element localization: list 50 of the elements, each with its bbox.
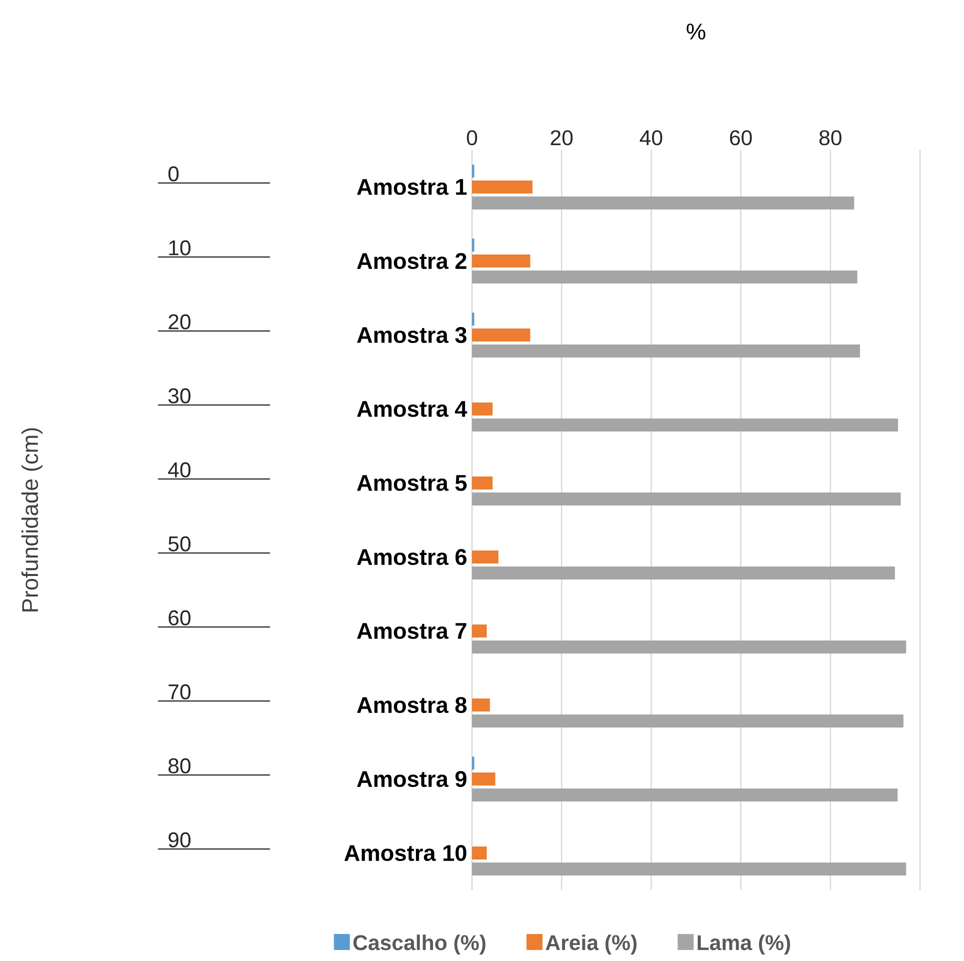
bar: [472, 788, 898, 802]
x-tick-label: 0: [466, 130, 478, 146]
bar: [472, 196, 854, 210]
text: 90: [168, 832, 190, 848]
legend-label: Cascalho (%): [353, 934, 486, 954]
legend-label: Lama (%): [698, 934, 790, 954]
x-tick-label: 40: [640, 130, 662, 146]
bar: [472, 846, 487, 860]
text: 30: [168, 388, 190, 404]
text: 0: [168, 166, 179, 182]
y-tick-label: Amostra 7: [357, 623, 466, 639]
bar: [472, 714, 904, 728]
bar: [472, 550, 498, 564]
y-tick-label: Amostra 6: [357, 548, 466, 566]
x-axis-title: %: [686, 24, 706, 40]
text: 40: [168, 462, 190, 478]
bar: [472, 862, 906, 876]
bar: [472, 698, 490, 712]
x-tick-label: 20: [550, 130, 573, 146]
y-tick-label: Amostra 8: [357, 696, 467, 714]
bar: [472, 328, 530, 342]
text: 80: [168, 758, 190, 774]
bar: [472, 476, 493, 490]
y-tick-label: Amostra 3: [357, 326, 466, 344]
x-tick-label: 80: [819, 130, 842, 146]
text: 50: [168, 536, 190, 552]
y-tick-label: Amostra 5: [357, 475, 467, 491]
bar: [472, 566, 895, 580]
bar: [472, 254, 530, 268]
text: 10: [169, 240, 190, 256]
bar: [472, 624, 487, 638]
text: 20: [168, 314, 190, 330]
bar: [472, 402, 493, 416]
x-tick-label: 60: [730, 130, 752, 146]
y-tick-label: Amostra 9: [357, 770, 466, 788]
text: 60: [168, 610, 190, 626]
bar: [472, 344, 860, 358]
y-tick-label: Amostra 4: [357, 401, 468, 417]
bar: [472, 180, 532, 194]
bar: [472, 640, 906, 654]
bar: [472, 492, 901, 506]
bar: [472, 772, 496, 786]
bar: [472, 270, 858, 284]
y-tick-label: Amostra 1: [357, 179, 467, 195]
legend-label: Areia (%): [546, 934, 637, 954]
bar: [472, 418, 898, 432]
text: 70: [168, 684, 190, 700]
text: Profundidade (cm): [21, 428, 43, 612]
y-tick-label: Amostra 2: [357, 252, 466, 270]
y-tick-label: Amostra 10: [344, 844, 466, 862]
